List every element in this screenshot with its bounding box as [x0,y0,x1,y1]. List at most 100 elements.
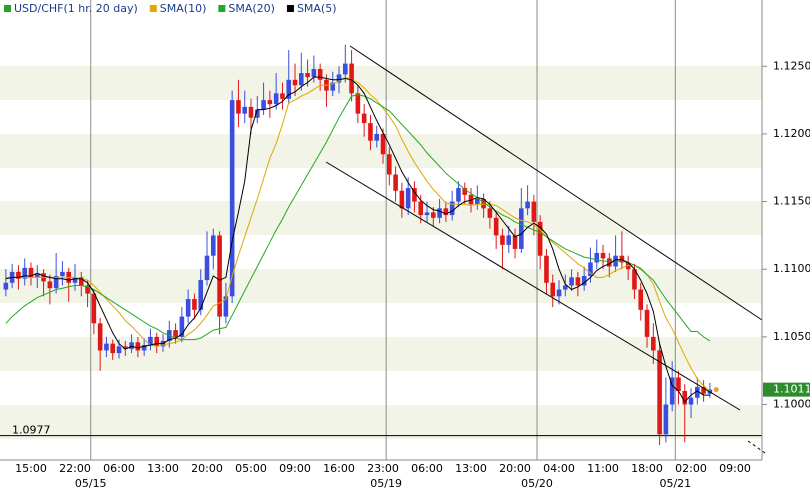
candle-body [355,93,361,114]
x-tick-label: 06:00 [103,462,135,475]
legend-swatch [218,5,226,12]
candle-body [493,217,499,236]
candle-body [500,235,505,245]
candle-body [22,267,28,279]
band [0,337,762,371]
candle-body [173,330,178,337]
candle-body [242,106,248,114]
candle-body [625,262,631,270]
candle-body [651,336,656,351]
candle-body [481,198,486,209]
candle-body [405,188,411,209]
candle-body [638,289,644,310]
candle-body [368,123,373,141]
candle-body [53,276,59,289]
candle-body [594,253,600,263]
candle-body [588,262,593,276]
band [0,66,762,100]
candle-body [669,377,675,405]
legend-label: SMA(20) [228,2,275,15]
candle-body [72,277,78,283]
candle-body [380,133,386,155]
plot: 1.0977 [0,44,762,446]
x-tick-label: 04:00 [543,462,575,475]
x-tick-label: 06:00 [411,462,443,475]
candle-body [343,63,348,75]
x-tick-label: 15:00 [15,462,47,475]
candle-body [556,289,562,297]
day-label: 05/20 [521,477,553,489]
candle-body [695,386,700,398]
candle-body [512,235,518,249]
candle-body [60,271,65,276]
candle-body [537,221,543,256]
band [0,201,762,235]
candle-body [569,277,574,286]
candle-body [349,63,354,94]
candle-body [192,299,197,310]
candle-body [563,285,568,290]
candle-body [519,208,524,249]
candle-body [531,201,537,222]
candle-body [361,113,367,124]
candle-body [122,346,128,350]
candle-body [317,69,323,80]
legend-label: SMA(5) [297,2,337,15]
candle-body [581,276,587,286]
candle-body [663,404,669,435]
band [0,269,762,303]
band [0,405,762,439]
candle-body [393,174,398,191]
candle-body [506,235,512,245]
candle-body [3,282,9,290]
x-tick-label: 13:00 [455,462,487,475]
candle-body [91,293,97,324]
candle-body [148,336,153,345]
price-tag [763,382,810,397]
candle-body [204,255,210,281]
y-tick-label: 1.1050 [773,330,810,343]
candle-body [116,346,122,354]
candle-body [462,188,468,195]
candle-body [657,350,662,435]
candle-body [104,343,109,351]
candle-body [248,106,254,118]
candle-body [575,277,581,286]
candle-body [229,100,235,297]
candle-body [223,296,229,317]
candle-body [632,269,637,290]
candle-body [525,201,530,209]
candle-body [688,397,694,405]
x-tick-label: 09:00 [719,462,751,475]
legend-label: SMA(10) [160,2,207,15]
candle-body [179,316,185,337]
candle-body [299,73,304,86]
candle-body [78,277,84,286]
candle-body [550,282,556,297]
channel-upper [349,45,763,321]
candle-body [424,212,430,216]
candle-body [47,281,53,289]
legend-swatch [286,5,294,12]
trend-channel [325,45,766,454]
candle-body [135,342,141,351]
candle-body [412,188,417,202]
channel-lower [325,161,741,411]
candle-body [28,267,34,278]
candle-body [16,271,21,279]
candle-body [487,208,493,218]
candle-body [85,285,90,294]
candle-body [619,255,625,263]
y-tick-label: 1.1200 [773,127,810,140]
candle-body [280,93,285,99]
candle-body [273,93,279,105]
candle-body [701,386,706,394]
x-tick-label: 16:00 [323,462,355,475]
candle-body [399,190,405,209]
candle-body [185,299,191,317]
candle-body [418,201,424,216]
y-tick-label: 1.1100 [773,262,810,275]
candle-body [682,391,688,405]
candle-body [387,154,392,175]
